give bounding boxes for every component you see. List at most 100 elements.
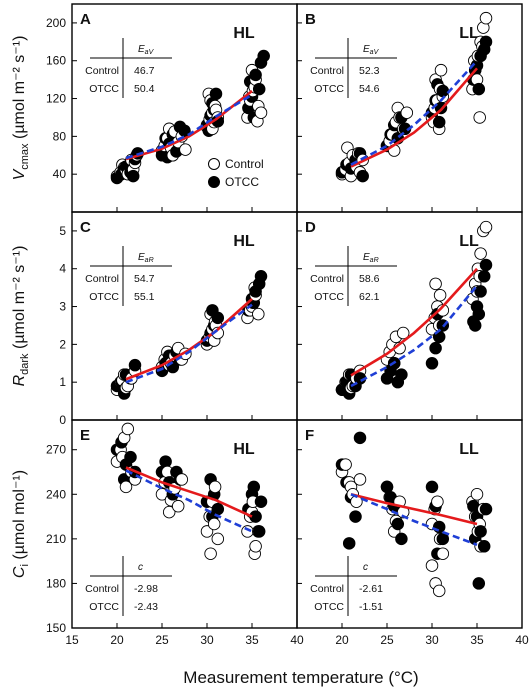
y-tick-label: 2 — [59, 337, 66, 351]
panel-a: 40 80 120 160 200 A HL EaV Control 46.7 OTCC 50.4 Co… — [46, 3, 298, 213]
panel-e: 150 180 210 240 270 E HL c Control -2.98 OTCC -2.43 — [46, 419, 298, 635]
control-fit-line — [125, 466, 253, 518]
otcc-point — [391, 517, 405, 531]
otcc-point — [356, 169, 369, 183]
otcc-fit-line — [125, 93, 253, 160]
x-tick-label: 35 — [245, 633, 259, 647]
inset-row-value: 62.1 — [359, 291, 380, 303]
otcc-point — [247, 480, 261, 494]
otcc-point — [479, 35, 493, 49]
panel-b: B LL EaV Control 52.3 OTCC 54.6 — [296, 3, 523, 213]
panel-letter: D — [305, 219, 316, 236]
otcc-point — [477, 270, 491, 283]
panel-letter: B — [305, 11, 316, 28]
inset-row-value: 46.7 — [134, 65, 155, 77]
control-point — [431, 495, 444, 508]
control-point — [434, 63, 448, 77]
control-point — [207, 517, 221, 531]
control-point — [479, 220, 493, 234]
control-point — [179, 143, 192, 156]
otcc-point — [395, 532, 408, 546]
otcc-point — [472, 577, 486, 590]
x-tick-label: 15 — [65, 633, 79, 647]
inset-header: EaV — [138, 44, 155, 56]
inset-table: c Control -2.98 OTCC -2.43 — [85, 556, 172, 616]
y-tick-label: 160 — [46, 54, 66, 68]
control-fit-line — [125, 298, 253, 381]
otcc-point — [254, 270, 268, 283]
otcc-point — [178, 124, 191, 137]
otcc-point — [342, 537, 356, 550]
inset-row-label: Control — [85, 273, 119, 285]
otcc-fit-line — [125, 469, 253, 533]
x-tick-label: 20 — [110, 633, 124, 647]
x-tick-label: 40 — [515, 633, 529, 647]
panel-frame — [296, 211, 523, 421]
inset-row-label: Control — [310, 65, 344, 77]
otcc-point — [249, 68, 262, 82]
inset-row-value: -2.43 — [134, 601, 158, 613]
x-tick-label: 25 — [380, 633, 394, 647]
otcc-fit-line — [350, 59, 478, 166]
inset-row-value: 58.6 — [359, 273, 380, 285]
panel-f: F LL c Control -2.61 OTCC -1.51 — [296, 419, 523, 629]
control-point — [436, 547, 450, 560]
otcc-point — [436, 84, 450, 98]
control-point — [400, 106, 414, 119]
otcc-point — [124, 450, 137, 464]
otcc-point — [211, 502, 225, 516]
otcc-point — [477, 540, 491, 553]
control-fit-line — [350, 67, 478, 168]
control-point — [204, 547, 217, 560]
otcc-point — [429, 341, 442, 355]
inset-header: c — [138, 562, 143, 573]
control-fit-line — [350, 493, 478, 526]
axes-layer: 15 20 25 30 35 40 20 25 30 35 40 — [65, 633, 529, 647]
inset-row-label: OTCC — [89, 291, 119, 303]
otcc-point — [380, 480, 394, 494]
x-tick-label: 25 — [155, 633, 169, 647]
y-tick-label: 180 — [46, 576, 66, 590]
otcc-point — [126, 169, 140, 183]
x-tick-label: 35 — [470, 633, 484, 647]
control-point — [249, 540, 262, 553]
control-point — [171, 499, 185, 513]
control-point — [339, 458, 352, 471]
legend-otcc-label: OTCC — [225, 175, 259, 189]
y-tick-label: 270 — [46, 443, 66, 457]
inset-table: EaV Control 52.3 OTCC 54.6 — [310, 38, 397, 98]
legend-control-marker — [208, 158, 220, 170]
control-point — [479, 11, 493, 25]
otcc-point — [425, 480, 439, 494]
control-point — [208, 480, 222, 494]
inset-header: EaR — [138, 252, 154, 264]
otcc-point — [257, 49, 270, 63]
control-point — [119, 480, 133, 494]
otcc-point — [472, 307, 486, 321]
otcc-point — [349, 510, 362, 523]
inset-row-value: 55.1 — [134, 291, 155, 303]
inset-row-value: -2.61 — [359, 583, 383, 595]
otcc-point — [159, 455, 172, 468]
otcc-fit-line — [350, 284, 479, 388]
otcc-point — [209, 87, 223, 101]
legend: Control OTCC — [208, 157, 264, 189]
inset-row-label: OTCC — [89, 601, 119, 613]
control-point — [396, 326, 410, 340]
x-tick-label: 30 — [200, 633, 214, 647]
y-tick-label: 1 — [59, 375, 66, 389]
legend-otcc-marker — [208, 176, 220, 188]
otcc-point — [211, 311, 225, 325]
y-tick-label: 150 — [46, 621, 66, 635]
inset-row-label: Control — [85, 583, 119, 595]
x-tick-label: 40 — [290, 633, 304, 647]
otcc-point — [425, 357, 439, 370]
inset-table: EaR Control 58.6 OTCC 62.1 — [310, 246, 397, 306]
y-tick-label: 120 — [46, 92, 66, 106]
control-point — [211, 532, 225, 546]
panel-tag: LL — [459, 25, 479, 42]
inset-row-label: Control — [85, 65, 119, 77]
panel-c: 0 1 2 3 4 5 C HL EaR Control 54.7 OTCC 55.1 — [59, 211, 298, 427]
inset-row-value: -1.51 — [359, 601, 383, 613]
